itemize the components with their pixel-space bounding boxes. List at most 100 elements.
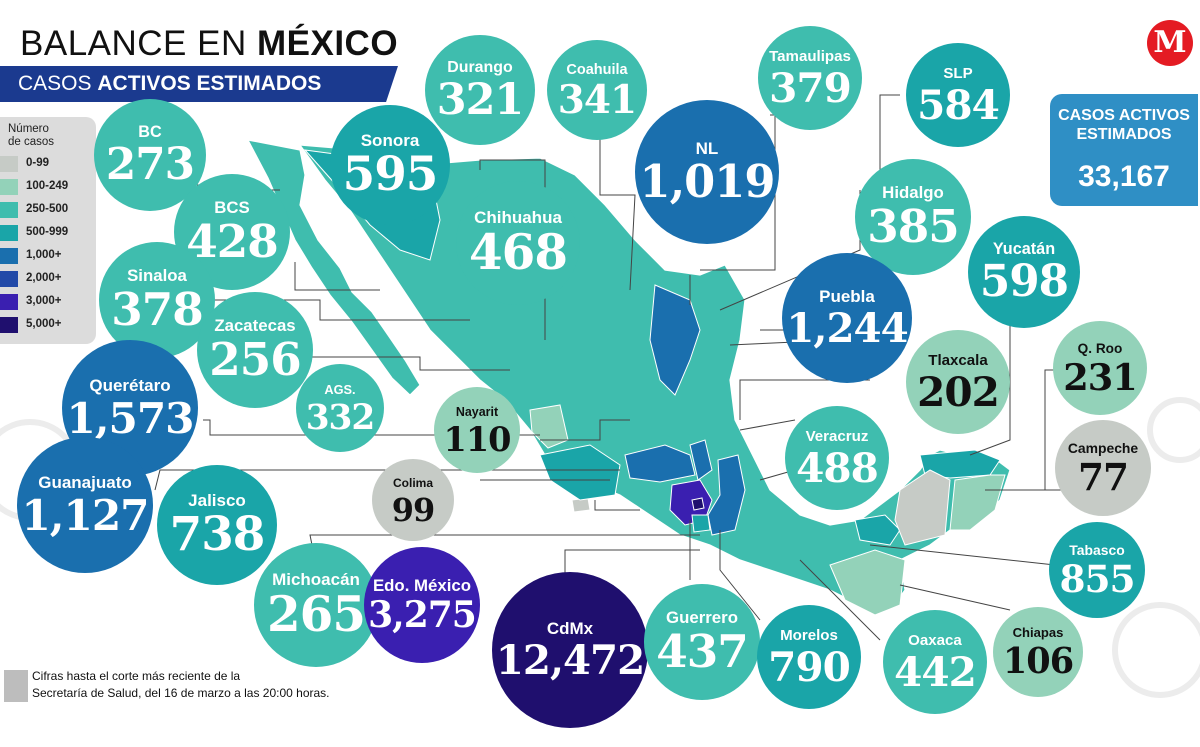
state-name: Nayarit (455, 405, 499, 420)
legend-label: 100-249 (26, 180, 69, 192)
legend-label: 0-99 (26, 157, 50, 169)
legend-swatch (0, 317, 18, 333)
state-value: 273 (105, 139, 195, 191)
state-name: Yucatán (992, 240, 1056, 259)
state-name: Q. Roo (1077, 340, 1123, 356)
state-value: 488 (796, 443, 879, 492)
state-name: Tamaulipas (769, 47, 851, 65)
legend: Número de casos 0-99 100-249 250-500 500-99… (0, 117, 96, 344)
state-value: 106 (1002, 641, 1074, 683)
legend-item: 250-500 (0, 199, 96, 219)
state-name: BCS (214, 198, 250, 218)
state-value: 598 (979, 256, 1069, 308)
state-name: Edo. México (372, 576, 472, 595)
state-bubble: Sonora 595 (330, 105, 450, 225)
title-bold: MÉXICO (256, 24, 399, 63)
state-bubble: Durango 321 (425, 35, 535, 145)
legend-label: 5,000+ (26, 318, 62, 330)
state-value: 584 (917, 80, 1000, 129)
state-value: 468 (469, 224, 568, 281)
state-bubble: AGS. 332 (296, 364, 384, 452)
legend-label: 1,000+ (26, 249, 62, 261)
subtitle-normal: CASOS (18, 72, 98, 95)
state-value: 595 (342, 146, 439, 202)
state-value: 202 (917, 367, 1000, 416)
state-value: 379 (769, 63, 852, 112)
state-value: 1,127 (21, 489, 149, 540)
legend-label: 2,000+ (26, 272, 62, 284)
qroo-region (949, 474, 1006, 531)
state-value: 3,275 (368, 594, 477, 636)
baja-california-shape (246, 139, 421, 396)
state-name: Jalisco (188, 490, 246, 510)
tabasco-region (854, 514, 901, 546)
total-box: CASOS ACTIVOS ESTIMADOS 33,167 (1050, 94, 1198, 206)
state-bubble: Puebla 1,244 (782, 253, 912, 383)
milenio-logo-icon: M (1147, 20, 1193, 66)
state-value: 437 (656, 625, 748, 679)
state-bubble: Chihuahua 468 (456, 181, 580, 305)
legend-swatch (0, 225, 18, 241)
state-value: 1,019 (639, 154, 776, 208)
state-name: Sonora (360, 130, 420, 150)
state-name: Chihuahua (474, 207, 562, 227)
legend-item: 1,000+ (0, 245, 96, 265)
state-bubble: Oaxaca 442 (883, 610, 987, 714)
state-bubble: Michoacán 265 (254, 543, 378, 667)
state-name: Michoacán (272, 569, 360, 589)
state-name: Sinaloa (127, 266, 187, 286)
legend-item: 5,000+ (0, 314, 96, 334)
state-bubble: Coahuila 341 (547, 40, 647, 140)
state-name: Colima (392, 476, 433, 490)
state-name: Guerrero (666, 608, 738, 628)
queretaro-region (689, 439, 713, 481)
state-name: Veracruz (805, 427, 869, 445)
state-bubble: Campeche 77 (1055, 420, 1151, 516)
state-name: Puebla (819, 286, 875, 306)
legend-swatch (0, 179, 18, 195)
state-value: 428 (186, 215, 278, 269)
legend-swatch (0, 294, 18, 310)
footnote-square-icon (4, 670, 28, 702)
state-bubble: Veracruz 488 (785, 406, 889, 510)
state-name: CdMx (546, 618, 594, 638)
nl-region (649, 284, 701, 396)
cdmx-region (691, 497, 705, 511)
state-value: 256 (209, 333, 301, 387)
chiapas-region (829, 549, 906, 616)
state-name: Guanajuato (38, 472, 132, 492)
state-bubble: Sinaloa 378 (99, 242, 215, 358)
state-name: AGS. (324, 381, 356, 397)
legend-title: Número de casos (8, 123, 55, 148)
legend-swatch (0, 271, 18, 287)
state-name: Campeche (1067, 440, 1139, 457)
total-value: 33,167 (1078, 160, 1170, 193)
state-name: Coahuila (566, 61, 628, 78)
state-name: NL (695, 138, 719, 158)
state-value: 442 (894, 647, 977, 696)
subtitle-banner: CASOS ACTIVOS ESTIMADOS (0, 66, 398, 102)
campeche-region (894, 469, 951, 546)
state-bubble: Tamaulipas 379 (758, 26, 862, 130)
legend-label: 500-999 (26, 226, 69, 238)
state-bubble: Guanajuato 1,127 (17, 437, 153, 573)
state-name: Hidalgo (882, 183, 944, 203)
state-name: Durango (447, 58, 513, 76)
legend-swatch (0, 156, 18, 172)
state-bubble: Guerrero 437 (644, 584, 760, 700)
state-bubble: Hidalgo 385 (855, 159, 971, 275)
state-bubble: Zacatecas 256 (197, 292, 313, 408)
state-bubble: Morelos 790 (757, 605, 861, 709)
page-title: BALANCE EN MÉXICO (20, 24, 398, 64)
legend-item: 0-99 (0, 153, 96, 173)
state-value: 321 (436, 74, 525, 125)
state-name: Zacatecas (214, 316, 296, 336)
state-name: Querétaro (89, 375, 171, 395)
state-bubble: Colima 99 (372, 459, 454, 541)
state-bubble: SLP 584 (906, 43, 1010, 147)
state-name: SLP (943, 64, 973, 82)
state-value: 378 (111, 283, 203, 337)
state-name: Chiapas (1012, 625, 1064, 641)
state-name: Tlaxcala (928, 351, 988, 369)
legend-swatch (0, 248, 18, 264)
